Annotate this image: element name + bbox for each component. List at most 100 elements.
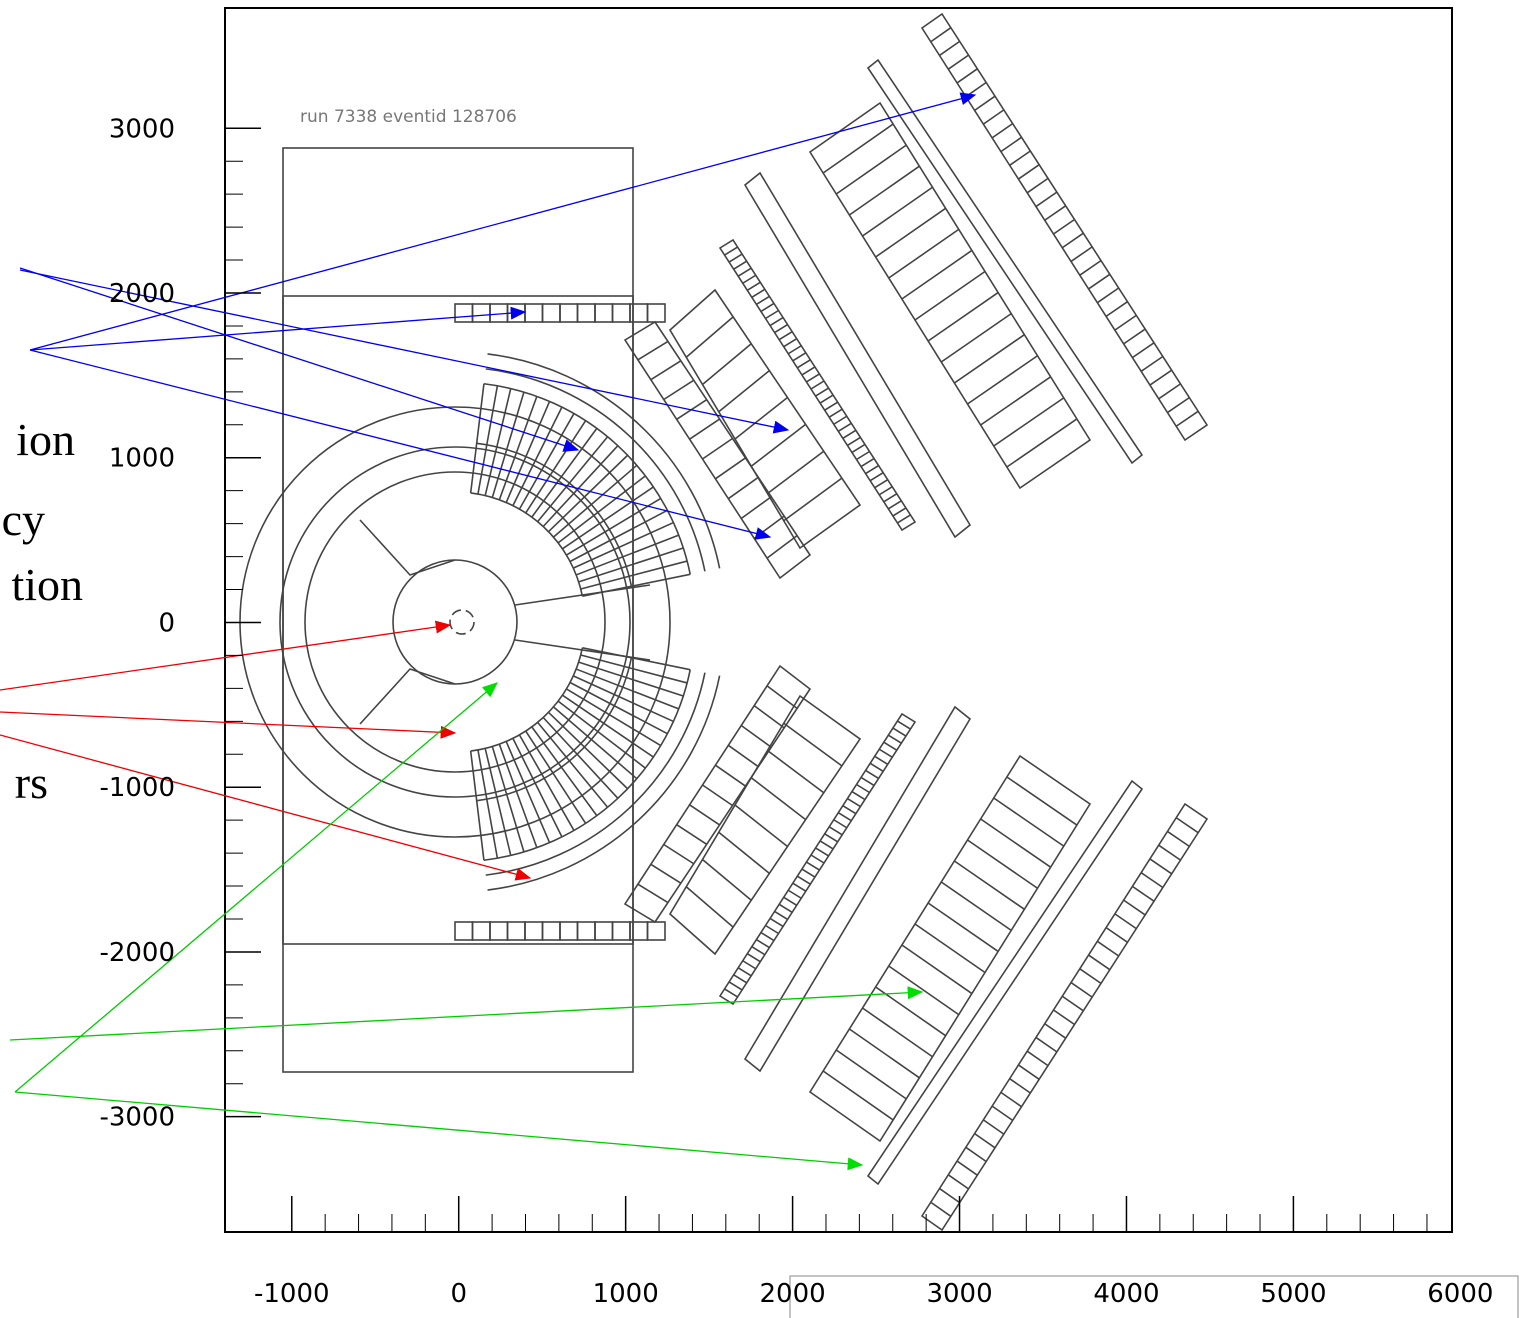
module-division	[810, 854, 825, 864]
module-division	[766, 685, 798, 710]
module-division	[819, 394, 834, 404]
cell	[541, 303, 561, 323]
module-division	[778, 330, 793, 341]
module-division	[1131, 342, 1155, 359]
module-division	[927, 902, 999, 953]
module-division	[702, 784, 733, 807]
module-division	[801, 366, 816, 376]
module-division	[974, 95, 996, 112]
module-division	[875, 207, 947, 258]
module-division	[897, 720, 911, 730]
module-division	[1158, 844, 1181, 861]
module-division	[842, 429, 857, 440]
module-division	[1044, 205, 1067, 221]
cell	[611, 921, 631, 941]
module-division	[733, 974, 748, 984]
side-label: tion	[11, 559, 83, 610]
module-division	[746, 281, 761, 291]
calorimeter-cell	[582, 647, 691, 671]
x-tick-label: 0	[450, 1279, 467, 1309]
module-division	[883, 493, 898, 503]
module-division	[760, 931, 775, 942]
cell	[594, 921, 614, 941]
module-division	[930, 1201, 952, 1217]
module-division	[801, 868, 816, 878]
x-tick-label: 4000	[1093, 1279, 1159, 1309]
module-division	[991, 122, 1014, 139]
module-division	[727, 476, 759, 500]
module-division	[851, 443, 866, 454]
module-division	[714, 764, 746, 787]
module-division	[965, 1146, 987, 1163]
module-division	[1070, 246, 1093, 263]
calorimeter-cell	[525, 420, 587, 514]
module-division	[663, 843, 695, 865]
module-division	[856, 450, 870, 461]
module-division	[783, 477, 843, 522]
module-division	[888, 228, 960, 279]
module-division	[663, 379, 695, 401]
cell	[454, 303, 474, 323]
module-division	[765, 309, 779, 320]
module-division	[901, 249, 973, 300]
module-division	[901, 944, 973, 995]
module-division	[842, 804, 857, 815]
calorimeter-arc	[485, 368, 706, 572]
module-division	[835, 144, 907, 195]
module-division	[1061, 995, 1084, 1012]
module	[718, 238, 917, 532]
module-division	[993, 797, 1065, 847]
x-tick-label: 3000	[926, 1279, 992, 1309]
side-label: rs	[15, 757, 48, 808]
module-division	[848, 1028, 920, 1079]
calorimeter-arc	[485, 672, 706, 876]
module-division	[967, 355, 1038, 405]
module-division	[947, 54, 969, 70]
cell	[559, 921, 579, 941]
module	[866, 58, 1144, 465]
y-tick-label: 0	[158, 608, 175, 638]
module-division	[874, 479, 889, 489]
module-division	[751, 288, 766, 299]
side-label: cy	[2, 494, 45, 545]
module-division	[1167, 830, 1190, 848]
module-division	[774, 910, 789, 921]
module-division	[650, 863, 682, 884]
calorimeter-cell	[512, 738, 563, 838]
module-division	[740, 496, 772, 520]
module-division	[940, 312, 1012, 363]
plot-frame	[224, 7, 1453, 1233]
module-division	[991, 1105, 1014, 1122]
cell	[576, 921, 596, 941]
module-division	[740, 724, 772, 748]
module-division	[760, 302, 775, 313]
module-division	[783, 338, 798, 348]
calorimeter-cell	[518, 734, 575, 831]
module-division	[734, 396, 788, 440]
calorimeter-cell	[582, 573, 691, 597]
module-division	[824, 401, 839, 411]
cell	[454, 921, 474, 941]
module-division	[1053, 218, 1075, 235]
module-division	[1070, 981, 1093, 998]
module-division	[860, 457, 875, 468]
module-division	[1053, 1009, 1075, 1026]
x-tick-label: 6000	[1427, 1279, 1493, 1309]
calorimeter-cell	[477, 385, 499, 495]
module-division	[1096, 287, 1120, 304]
calorimeter-cell	[578, 547, 684, 583]
calorimeter-cell	[569, 681, 668, 735]
module-division	[980, 818, 1052, 868]
module-division	[1131, 885, 1155, 902]
module-division	[874, 755, 889, 765]
module	[743, 705, 972, 1073]
calorimeter-cell	[575, 668, 680, 710]
cell	[524, 303, 544, 323]
module-division	[878, 748, 893, 758]
module	[808, 101, 1092, 490]
y-tick-label: 1000	[109, 444, 175, 474]
calorimeter-arc	[487, 353, 721, 569]
calorimeter-cell	[566, 497, 662, 556]
module-division	[796, 359, 811, 369]
